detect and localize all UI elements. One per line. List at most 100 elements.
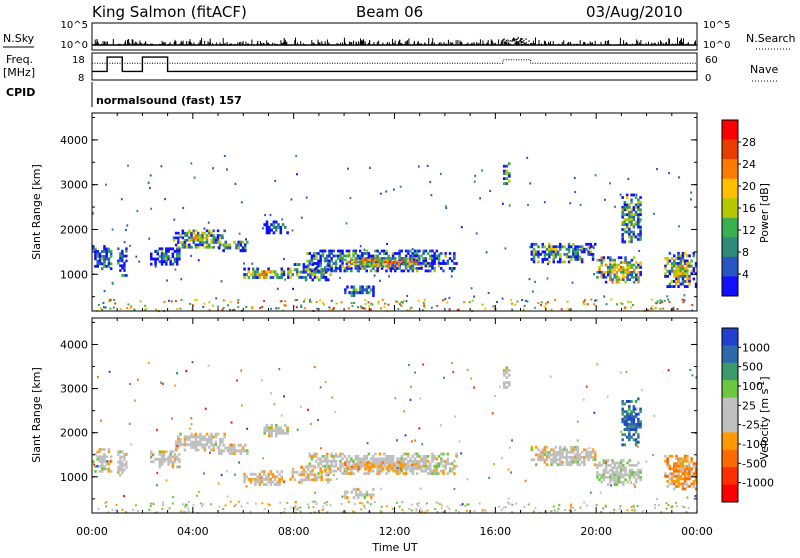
- heatmap-cell: [609, 275, 612, 279]
- heatmap-cell: [352, 291, 356, 295]
- heatmap-cell: [322, 275, 326, 279]
- heatmap-cell: [307, 503, 309, 506]
- heatmap-cell: [673, 285, 676, 288]
- heatmap-cell: [511, 511, 514, 514]
- nsky-point: [118, 43, 120, 45]
- heatmap-cell: [453, 257, 456, 260]
- heatmap-cell: [334, 469, 338, 473]
- heatmap-cell: [271, 275, 275, 279]
- heatmap-cell: [436, 304, 439, 307]
- heatmap-cell: [269, 270, 273, 274]
- heatmap-cell: [263, 270, 266, 274]
- heatmap-cell: [185, 238, 189, 242]
- heatmap-cell: [315, 252, 318, 255]
- heatmap-cell: [639, 225, 642, 229]
- heatmap-cell: [244, 443, 247, 447]
- heatmap-cell: [237, 244, 240, 247]
- nsky-point: [509, 40, 511, 42]
- heatmap-cell: [220, 280, 223, 283]
- heatmap-cell: [246, 427, 249, 430]
- heatmap-cell: [632, 417, 636, 421]
- heatmap-cell: [154, 457, 157, 461]
- heatmap-cell: [101, 465, 104, 468]
- date-title: 03/Aug/2010: [586, 3, 683, 21]
- nsky-point: [399, 39, 401, 45]
- heatmap-cell: [205, 438, 209, 441]
- heatmap-cell: [465, 509, 468, 512]
- heatmap-cell: [563, 455, 566, 459]
- heatmap-cell: [563, 245, 566, 249]
- heatmap-cell: [547, 262, 549, 266]
- heatmap-cell: [409, 267, 412, 270]
- heatmap-cell: [109, 252, 113, 256]
- heatmap-cell: [369, 269, 373, 273]
- heatmap-cell: [548, 453, 551, 457]
- heatmap-cell: [348, 265, 351, 268]
- heatmap-cell: [615, 280, 619, 284]
- heatmap-cell: [409, 469, 412, 473]
- heatmap-cell: [595, 504, 598, 506]
- heatmap-cell: [622, 275, 625, 279]
- nsky-point: [132, 44, 134, 45]
- heatmap-cell: [350, 262, 353, 265]
- heatmap-cell: [548, 260, 551, 264]
- heatmap-cell: [375, 263, 378, 266]
- heatmap-cell: [683, 464, 687, 468]
- heatmap-cell: [609, 468, 612, 472]
- heatmap-cell: [632, 415, 636, 419]
- heatmap-cell: [347, 252, 351, 255]
- heatmap-cell: [212, 167, 214, 170]
- heatmap-cell: [673, 269, 676, 273]
- heatmap-cell: [354, 267, 357, 270]
- heatmap-cell: [313, 275, 317, 279]
- heatmap-cell: [367, 493, 371, 497]
- heatmap-cell: [350, 490, 354, 494]
- nsky-point: [276, 43, 278, 45]
- heatmap-cell: [210, 245, 213, 249]
- heatmap-cell: [665, 507, 668, 510]
- heatmap-cell: [119, 259, 122, 263]
- heatmap-cell: [167, 463, 170, 466]
- heatmap-cell: [677, 459, 680, 463]
- heatmap-cell: [381, 265, 383, 268]
- heatmap-cell: [429, 464, 432, 468]
- heatmap-cell: [315, 270, 319, 274]
- heatmap-cell: [422, 262, 425, 265]
- nsky-point: [144, 43, 146, 45]
- heatmap-cell: [441, 511, 444, 514]
- heatmap-cell: [112, 306, 115, 309]
- heatmap-cell: [673, 264, 676, 268]
- heatmap-cell: [254, 483, 257, 486]
- heatmap-cell: [376, 469, 379, 473]
- heatmap-cell: [263, 426, 266, 430]
- heatmap-cell: [160, 262, 164, 266]
- heatmap-cell: [339, 254, 342, 258]
- heatmap-cell: [596, 464, 599, 467]
- heatmap-cell: [417, 263, 420, 266]
- heatmap-cell: [548, 245, 551, 249]
- heatmap-cell: [678, 225, 680, 228]
- heatmap-cell: [217, 305, 219, 308]
- heatmap-cell: [152, 460, 155, 464]
- nsky-point: [119, 43, 121, 45]
- heatmap-cell: [363, 504, 366, 507]
- heatmap-cell: [363, 288, 366, 292]
- heatmap-cell: [101, 470, 104, 473]
- heatmap-cell: [554, 455, 558, 459]
- heatmap-cell: [433, 464, 436, 468]
- heatmap-cell: [365, 291, 369, 295]
- heatmap-cell: [344, 291, 347, 295]
- heatmap-cell: [380, 469, 384, 473]
- heatmap-cell: [639, 468, 642, 472]
- heatmap-cell: [330, 257, 333, 260]
- heatmap-cell: [632, 405, 636, 408]
- heatmap-cell: [174, 268, 177, 271]
- nsky-point: [440, 42, 442, 45]
- heatmap-cell: [367, 254, 371, 258]
- heatmap-cell: [628, 240, 631, 244]
- heatmap-cell: [570, 463, 573, 467]
- heatmap-cell: [269, 472, 273, 476]
- heatmap-cell: [479, 197, 481, 200]
- heatmap-cell: [304, 275, 308, 279]
- heatmap-cell: [398, 267, 401, 270]
